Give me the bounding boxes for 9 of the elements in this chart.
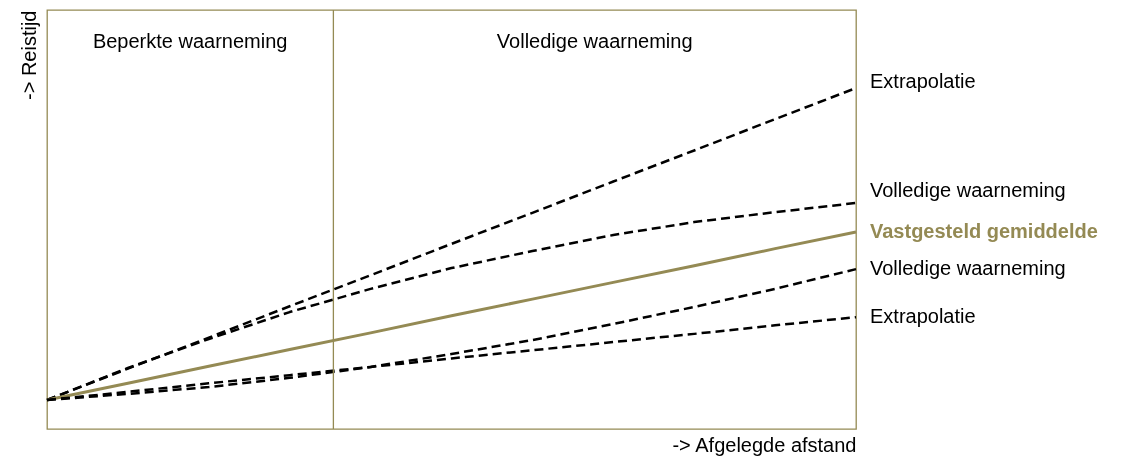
- text: Volledige waarneming: [496, 30, 693, 52]
- series-label: Volledige waarneming: [870, 178, 1066, 201]
- series-label: Volledige waarneming: [870, 257, 1066, 280]
- series-label: Vastgesteld gemiddelde: [870, 219, 1098, 242]
- text: Beperkte waarneming: [92, 30, 288, 52]
- y-axis-title: -> Reistijd: [17, 10, 40, 100]
- series-label: Extrapolatie: [870, 305, 976, 328]
- series-label: Extrapolatie: [870, 70, 976, 93]
- x-axis-title: -> Afgelegde afstand: [672, 433, 857, 456]
